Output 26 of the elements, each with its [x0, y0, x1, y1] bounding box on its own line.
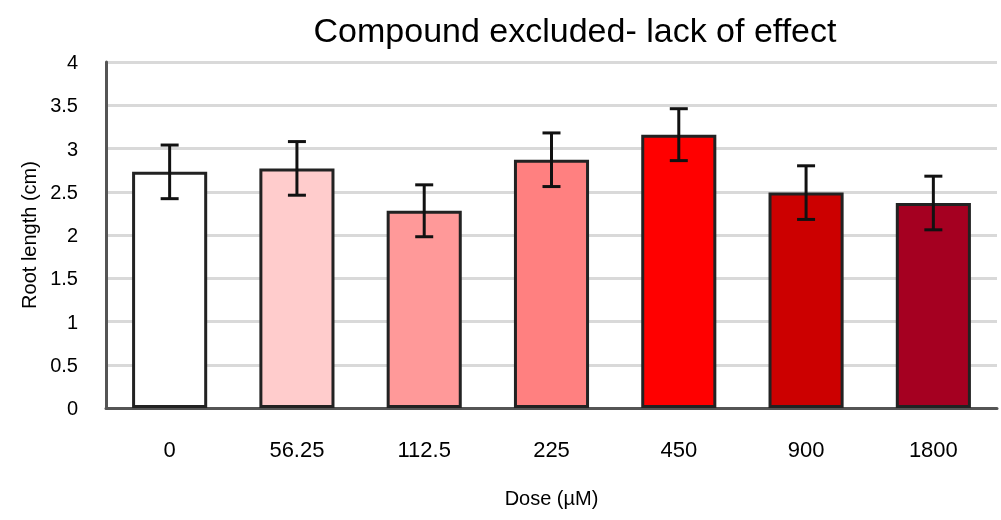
bar — [386, 210, 462, 408]
bar — [259, 168, 335, 408]
y-tick-label: 3 — [66, 137, 78, 160]
x-tick-label: 0 — [163, 436, 176, 462]
y-tick-label: 2 — [66, 224, 78, 246]
y-tick-label: 0 — [66, 397, 78, 419]
bar — [768, 192, 844, 408]
bar — [895, 203, 971, 408]
x-tick-label: 900 — [787, 436, 825, 462]
x-tick-label: 1800 — [908, 436, 958, 462]
x-tick-label: 225 — [533, 436, 570, 462]
bar — [513, 159, 590, 408]
y-tick-label: 1 — [66, 310, 78, 333]
y-tick-label: 1.5 — [50, 267, 78, 290]
y-tick-label: 3.5 — [50, 94, 78, 117]
chart-title: Compound excluded- lack of effect — [313, 11, 837, 49]
y-axis-title: Root length (cm) — [18, 161, 41, 309]
y-tick-label: 2.5 — [50, 180, 78, 203]
x-tick-label: 112.5 — [397, 436, 451, 462]
x-tick-label: 450 — [660, 436, 698, 462]
bar — [641, 134, 717, 408]
x-axis-title: Dose (µM) — [504, 487, 599, 509]
y-tick-label: 4 — [66, 51, 78, 73]
x-tick-label: 56.25 — [269, 436, 325, 462]
bar — [132, 171, 208, 408]
y-tick-label: 0.5 — [50, 353, 78, 376]
